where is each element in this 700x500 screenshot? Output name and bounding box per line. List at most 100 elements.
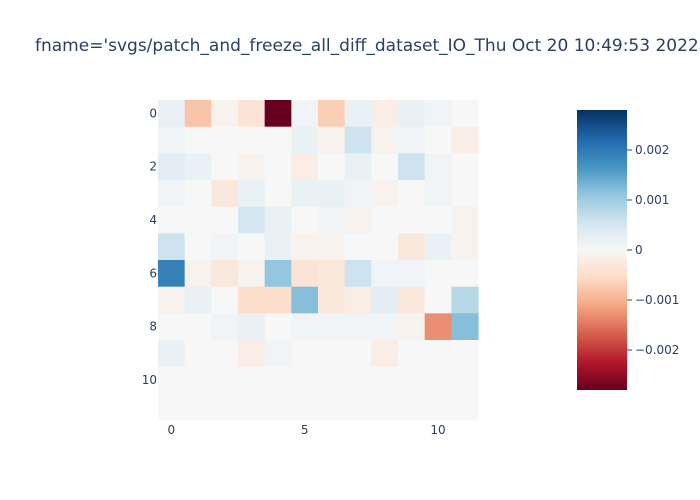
heatmap-cell — [451, 180, 479, 208]
heatmap-cell — [238, 180, 266, 208]
heatmap-cell — [158, 340, 186, 368]
heatmap-cell — [184, 153, 212, 181]
heatmap-cell — [318, 180, 346, 208]
heatmap-cell — [424, 286, 452, 314]
heatmap-cell — [424, 206, 452, 234]
heatmap-cell — [184, 206, 212, 234]
x-tick-label: 10 — [430, 423, 445, 437]
heatmap-cell — [211, 366, 239, 394]
heatmap-cell — [291, 260, 319, 288]
heatmap-cell — [398, 100, 426, 128]
heatmap-cell — [424, 340, 452, 368]
heatmap-cell — [424, 126, 452, 154]
colorbar-tick-label: 0.001 — [635, 193, 669, 207]
heatmap-cell — [184, 286, 212, 314]
heatmap-cell — [184, 393, 212, 421]
heatmap-cell — [318, 206, 346, 234]
heatmap-cell — [371, 393, 399, 421]
heatmap-cell — [451, 286, 479, 314]
heatmap-cell — [318, 366, 346, 394]
heatmap-cell — [291, 393, 319, 421]
heatmap-cell — [238, 286, 266, 314]
heatmap-cell — [184, 100, 212, 128]
y-tick-label: 4 — [149, 213, 157, 227]
colorbar-tick-label: −0.001 — [635, 293, 679, 307]
heatmap-cell — [451, 366, 479, 394]
heatmap-cell — [318, 286, 346, 314]
heatmap-cell — [291, 100, 319, 128]
heatmap-cell — [344, 393, 372, 421]
heatmap-cell — [451, 100, 479, 128]
heatmap-cell — [451, 393, 479, 421]
heatmap-cell — [451, 153, 479, 181]
heatmap-cell — [238, 366, 266, 394]
heatmap-cell — [344, 100, 372, 128]
heatmap-cell — [264, 260, 292, 288]
heatmap-cell — [211, 313, 239, 341]
heatmap-cell — [211, 340, 239, 368]
heatmap-cell — [424, 366, 452, 394]
heatmap-cell — [264, 100, 292, 128]
heatmap-cell — [291, 153, 319, 181]
heatmap-cell — [398, 313, 426, 341]
heatmap-cell — [318, 340, 346, 368]
heatmap-cell — [398, 233, 426, 261]
heatmap-cell — [158, 206, 186, 234]
heatmap-cell — [211, 393, 239, 421]
heatmap-cell — [371, 180, 399, 208]
heatmap-cell — [344, 233, 372, 261]
heatmap-cell — [211, 286, 239, 314]
x-tick-label: 0 — [168, 423, 176, 437]
colorbar-tick-label: 0.002 — [635, 143, 669, 157]
heatmap-cell — [158, 233, 186, 261]
heatmap-cell — [451, 233, 479, 261]
heatmap-cell — [398, 286, 426, 314]
heatmap-cell — [344, 153, 372, 181]
heatmap-cell — [238, 126, 266, 154]
heatmap-cell — [371, 286, 399, 314]
heatmap-cell — [371, 126, 399, 154]
y-tick-label: 8 — [149, 320, 157, 334]
heatmap-cell — [424, 100, 452, 128]
y-axis-ticks: 0 2 4 6 8 10 — [142, 106, 157, 387]
heatmap-cell — [158, 313, 186, 341]
colorbar-tick-label: 0 — [635, 243, 643, 257]
heatmap-cell — [264, 366, 292, 394]
heatmap-cell — [344, 260, 372, 288]
heatmap-cell — [344, 180, 372, 208]
heatmap-cell — [318, 100, 346, 128]
heatmap-cell — [211, 153, 239, 181]
chart-title: fname='svgs/patch_and_freeze_all_diff_da… — [35, 36, 700, 56]
x-tick-label: 5 — [301, 423, 309, 437]
heatmap-cell — [424, 260, 452, 288]
heatmap-cell — [398, 260, 426, 288]
heatmap-cell — [451, 340, 479, 368]
heatmap-cell — [264, 233, 292, 261]
heatmap-cell — [398, 340, 426, 368]
heatmap-cell — [451, 206, 479, 234]
heatmap-cell — [291, 206, 319, 234]
heatmap-cell — [344, 366, 372, 394]
heatmap-cell — [238, 340, 266, 368]
heatmap-cell — [184, 260, 212, 288]
heatmap-cell — [398, 366, 426, 394]
heatmap-cell — [264, 313, 292, 341]
heatmap-cell — [264, 340, 292, 368]
heatmap-cell — [291, 180, 319, 208]
heatmap-cells — [158, 100, 479, 421]
heatmap-cell — [344, 340, 372, 368]
heatmap-cell — [264, 153, 292, 181]
heatmap-cell — [291, 126, 319, 154]
heatmap-cell — [318, 126, 346, 154]
heatmap-cell — [211, 100, 239, 128]
heatmap-cell — [398, 393, 426, 421]
heatmap-cell — [184, 340, 212, 368]
colorbar-tick-label: −0.002 — [635, 343, 679, 357]
heatmap-cell — [424, 313, 452, 341]
heatmap-cell — [371, 366, 399, 394]
heatmap-cell — [424, 153, 452, 181]
heatmap-cell — [211, 260, 239, 288]
heatmap-cell — [238, 206, 266, 234]
heatmap-cell — [371, 313, 399, 341]
heatmap-cell — [264, 393, 292, 421]
